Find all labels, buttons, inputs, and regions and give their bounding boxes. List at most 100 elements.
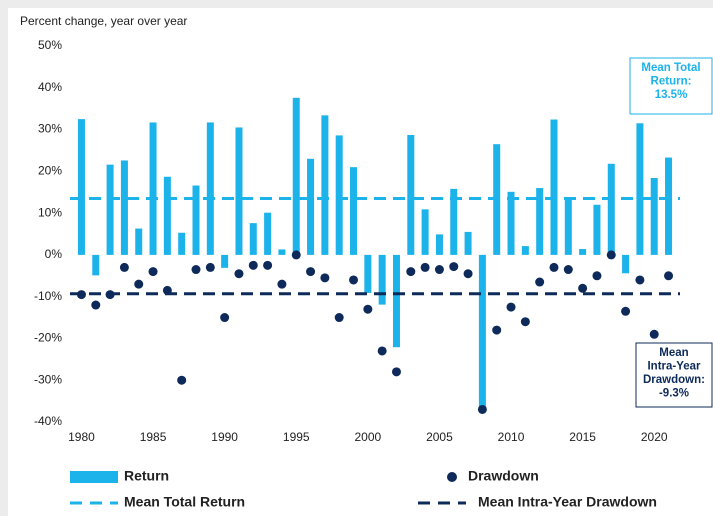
y-tick-label: 20% bbox=[38, 164, 62, 178]
dot bbox=[277, 279, 287, 289]
bar bbox=[149, 122, 157, 255]
dot bbox=[664, 271, 674, 281]
bar bbox=[607, 163, 615, 255]
dot bbox=[320, 273, 330, 283]
x-tick-label: 2015 bbox=[569, 430, 596, 444]
bar bbox=[77, 119, 85, 255]
y-tick-label: 40% bbox=[38, 80, 62, 94]
dot bbox=[621, 306, 631, 316]
y-tick-label: 10% bbox=[38, 205, 62, 219]
bar bbox=[249, 223, 257, 255]
legend-label: Drawdown bbox=[468, 468, 539, 484]
dot bbox=[349, 275, 359, 285]
dot bbox=[248, 260, 258, 270]
dot bbox=[477, 404, 487, 414]
dot bbox=[377, 346, 387, 356]
bar bbox=[321, 115, 329, 255]
dot bbox=[649, 329, 659, 339]
dot bbox=[334, 313, 344, 323]
bar bbox=[550, 119, 558, 255]
x-tick-label: 2020 bbox=[641, 430, 668, 444]
bar bbox=[478, 254, 486, 410]
annotation-box bbox=[635, 342, 713, 408]
bar bbox=[622, 254, 630, 274]
annotation-text: 13.5% bbox=[655, 89, 688, 101]
dot bbox=[191, 265, 201, 275]
bar bbox=[665, 157, 673, 255]
y-axis-label: Percent change, year over year bbox=[20, 14, 187, 28]
dot bbox=[520, 317, 530, 327]
panel bbox=[8, 8, 713, 516]
y-tick-label: 50% bbox=[38, 38, 62, 52]
bar bbox=[521, 246, 529, 255]
dot bbox=[434, 265, 444, 275]
dot bbox=[134, 279, 144, 289]
y-tick-label: -30% bbox=[34, 372, 62, 386]
bar bbox=[435, 234, 443, 255]
x-tick-label: 2010 bbox=[498, 430, 525, 444]
dot bbox=[635, 275, 645, 285]
dot bbox=[449, 262, 459, 272]
bar bbox=[163, 176, 171, 255]
x-tick-label: 1995 bbox=[283, 430, 310, 444]
bar bbox=[593, 204, 601, 255]
bar bbox=[206, 122, 214, 255]
dot bbox=[91, 300, 101, 310]
bar bbox=[650, 178, 658, 255]
legend-swatch bbox=[70, 471, 118, 483]
y-tick-label: -10% bbox=[34, 289, 62, 303]
dot bbox=[291, 250, 301, 260]
bar bbox=[120, 160, 128, 255]
y-tick-label: 30% bbox=[38, 122, 62, 136]
dot bbox=[205, 262, 215, 272]
legend-label: Mean Intra-Year Drawdown bbox=[478, 494, 657, 510]
x-tick-label: 1985 bbox=[140, 430, 167, 444]
bar bbox=[364, 254, 372, 293]
dot bbox=[406, 267, 416, 277]
bar bbox=[421, 209, 429, 255]
bar bbox=[221, 254, 229, 268]
dot bbox=[306, 267, 316, 277]
x-tick-label: 1990 bbox=[211, 430, 238, 444]
annotation-text: Mean Total bbox=[641, 62, 700, 74]
bar bbox=[378, 254, 386, 305]
bar bbox=[579, 249, 587, 255]
bar bbox=[235, 127, 243, 255]
y-tick-label: 0% bbox=[45, 247, 63, 261]
annotation-text: Mean bbox=[659, 347, 688, 359]
annotation-text: -9.3% bbox=[659, 388, 689, 400]
bar bbox=[135, 228, 143, 255]
bar bbox=[507, 191, 515, 255]
bar bbox=[307, 158, 315, 255]
dot bbox=[177, 375, 187, 385]
bar bbox=[564, 197, 572, 255]
dot bbox=[119, 262, 129, 272]
annotation-box bbox=[629, 57, 713, 115]
annotation-text: Intra-Year bbox=[647, 361, 701, 373]
bar bbox=[178, 232, 186, 255]
annotation-text: Drawdown: bbox=[643, 374, 705, 386]
bar bbox=[407, 134, 415, 255]
annotation-text: Return: bbox=[651, 76, 692, 88]
legend-label: Return bbox=[124, 468, 169, 484]
y-tick-label: -40% bbox=[34, 414, 62, 428]
dot bbox=[463, 269, 473, 279]
dot bbox=[234, 269, 244, 279]
legend-label: Mean Total Return bbox=[124, 494, 245, 510]
bar bbox=[278, 249, 286, 255]
dot bbox=[506, 302, 516, 312]
dot bbox=[492, 325, 502, 335]
legend-swatch bbox=[447, 472, 457, 482]
bar bbox=[264, 212, 272, 255]
bar bbox=[536, 188, 544, 255]
dot bbox=[391, 367, 401, 377]
bar bbox=[192, 185, 200, 255]
dot bbox=[563, 265, 573, 275]
dot bbox=[420, 262, 430, 272]
dot bbox=[549, 262, 559, 272]
bar bbox=[464, 231, 472, 255]
x-tick-label: 2005 bbox=[426, 430, 453, 444]
dot bbox=[363, 304, 373, 314]
bar bbox=[450, 188, 458, 255]
